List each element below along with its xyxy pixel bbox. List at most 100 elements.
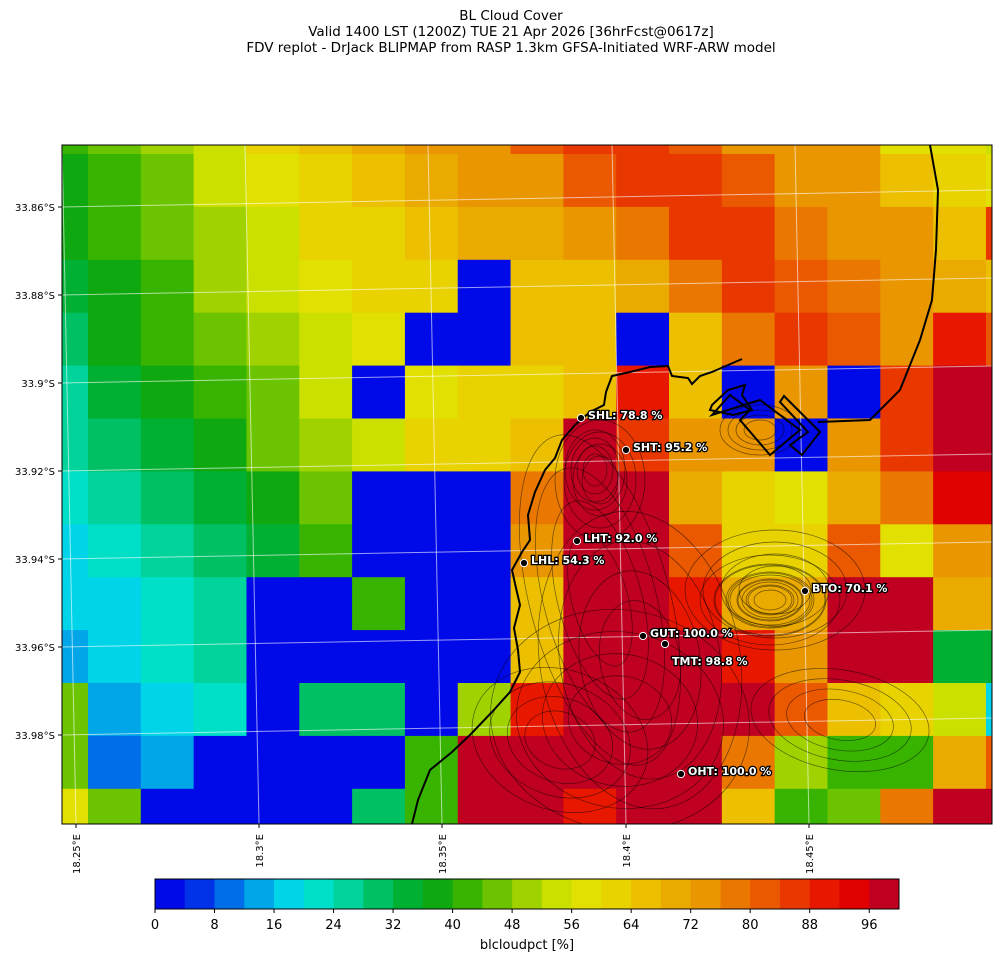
grid-cell	[669, 630, 723, 684]
grid-cell	[62, 577, 89, 631]
grid-cell	[193, 524, 247, 578]
grid-cell	[616, 145, 670, 155]
grid-cell	[510, 577, 564, 631]
station-gut[interactable]: GUT: 100.0 %	[638, 626, 734, 641]
grid-cell	[669, 154, 723, 208]
grid-cell	[299, 471, 353, 525]
grid-cell	[404, 471, 459, 525]
grid-cell	[404, 206, 459, 261]
grid-cell	[140, 259, 195, 314]
grid-cell	[140, 630, 195, 684]
station-dot-icon	[576, 413, 586, 423]
grid-cell	[140, 154, 195, 208]
grid-cell	[721, 418, 776, 472]
title-line-2: Valid 1400 LST (1200Z) TUE 21 Apr 2026 […	[308, 24, 714, 40]
grid-cell	[827, 365, 881, 419]
grid-cell	[669, 206, 723, 261]
grid-cell	[88, 524, 142, 578]
longitude-line	[794, 145, 810, 824]
grid-cell	[985, 683, 992, 737]
contour-line	[570, 437, 620, 503]
colorbar-swatch	[452, 879, 483, 909]
colorbar-tick-label: 0	[151, 918, 159, 933]
grid-cell	[616, 788, 670, 824]
y-axis-ticks: 33.86°S 33.88°S 33.9°S 33.92°S 33.94°S 33.96°…	[15, 203, 62, 742]
graticule	[62, 145, 992, 824]
grid-cell	[669, 418, 723, 472]
colorbar-swatch	[214, 879, 245, 909]
grid-cell	[246, 683, 300, 737]
colorbar-swatch	[720, 879, 751, 909]
station-lhl[interactable]: LHL: 54.3 %	[519, 553, 606, 568]
grid-cell	[88, 312, 142, 367]
station-shl[interactable]: SHL: 78.8 %	[576, 408, 664, 423]
grid-cell	[721, 788, 776, 824]
grid-cell	[62, 206, 89, 261]
grid-cell	[933, 365, 987, 419]
grid-cell	[985, 206, 992, 261]
grid-cell	[669, 259, 723, 314]
colorbar-swatch	[779, 879, 811, 909]
station-sht[interactable]: SHT: 95.2 %	[621, 440, 709, 455]
grid-cell	[299, 735, 353, 790]
y-tick-label: 33.9°S	[21, 379, 55, 390]
title-line-1: BL Cloud Cover	[459, 8, 563, 24]
grid-cell	[246, 365, 300, 419]
grid-cell	[88, 259, 142, 314]
grid-cell	[985, 524, 992, 578]
station-oht[interactable]: OHT: 100.0 %	[676, 764, 773, 779]
grid-cell	[299, 630, 353, 684]
colorbar-swatch	[244, 879, 275, 909]
grid-cell	[669, 735, 723, 790]
grid-cell	[457, 577, 512, 631]
grid-cell	[616, 259, 670, 314]
grid-cell	[140, 312, 195, 367]
coastline	[411, 145, 940, 824]
contour-line	[554, 419, 646, 541]
colorbar-swatch	[512, 879, 543, 909]
grid-cell	[827, 683, 881, 737]
grid-cell	[985, 365, 992, 419]
grid-cell	[299, 154, 353, 208]
grid-cell	[933, 206, 987, 261]
grid-cell	[88, 683, 142, 737]
grid-cell	[352, 312, 406, 367]
latitude-line	[62, 365, 992, 384]
grid-cell	[62, 154, 89, 208]
grid-cell	[193, 471, 247, 525]
grid-cell	[721, 312, 776, 367]
station-lht[interactable]: LHT: 92.0 %	[572, 531, 659, 546]
colorbar-tick-label: 8	[210, 918, 218, 933]
grid-cell	[933, 145, 987, 155]
grid-cell	[404, 145, 459, 155]
grid-cell	[616, 206, 670, 261]
station-label: OHT: 100.0 %	[688, 765, 771, 778]
grid-cell	[88, 365, 142, 419]
grid-cell	[457, 788, 512, 824]
grid-cell	[985, 471, 992, 525]
station-label: SHL: 78.8 %	[588, 409, 662, 422]
colorbar-tick-label: 32	[385, 918, 402, 933]
contour-line	[551, 500, 649, 700]
colorbar-tick-label: 40	[444, 918, 461, 933]
grid-cell	[827, 630, 881, 684]
grid-cell	[563, 365, 617, 419]
coastline-east	[817, 145, 940, 423]
grid-cell	[299, 524, 353, 578]
y-tick-label: 33.88°S	[15, 291, 55, 302]
grid-cell	[246, 471, 300, 525]
grid-cell	[880, 154, 934, 208]
longitude-line	[427, 145, 443, 824]
grid-cell	[933, 788, 987, 824]
grid-cell	[880, 206, 934, 261]
colorbar-swatch	[601, 879, 632, 909]
station-bto[interactable]: BTO: 70.1 %	[800, 581, 889, 596]
coastline-west	[411, 358, 743, 824]
colorbar-swatch	[750, 879, 781, 909]
grid-cell	[352, 630, 406, 684]
station-tmt[interactable]: TMT: 98.8 %	[660, 639, 749, 669]
colorbar-swatch	[839, 879, 870, 909]
grid-cell	[510, 145, 564, 155]
contour-line	[567, 533, 633, 667]
grid-cell	[563, 312, 617, 367]
